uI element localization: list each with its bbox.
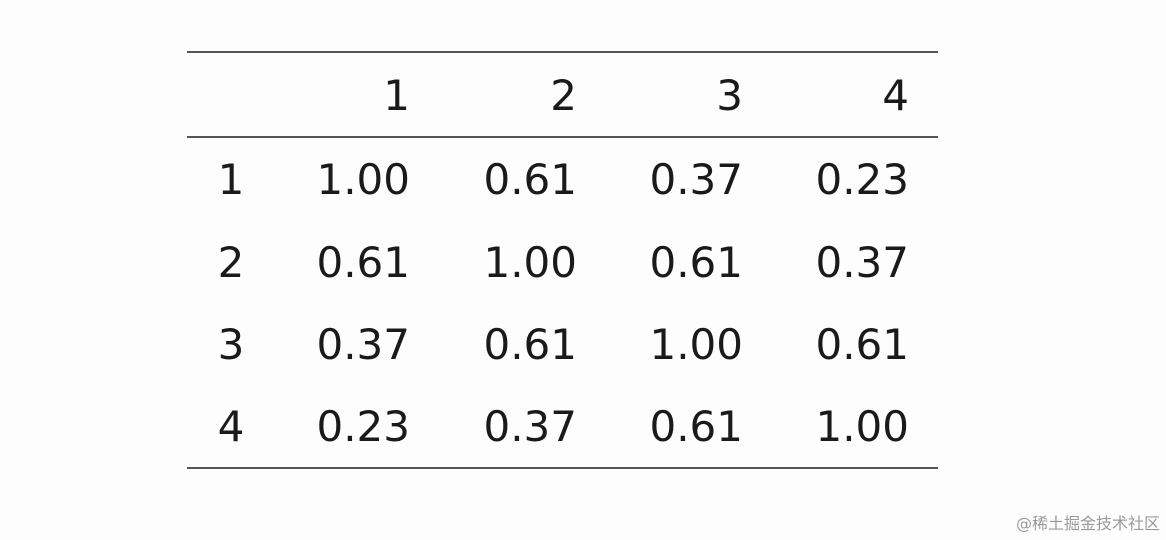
cell: 0.61 — [649, 238, 743, 287]
cell: 0.37 — [649, 155, 743, 204]
cell: 0.23 — [815, 155, 909, 204]
bottom-rule — [187, 467, 938, 469]
watermark: @稀土掘金技术社区 — [1015, 514, 1160, 533]
cell: 0.61 — [649, 402, 743, 451]
column-header: 1 — [383, 71, 410, 120]
cell: 0.37 — [483, 402, 577, 451]
header-rule — [187, 136, 938, 138]
cell: 1.00 — [649, 320, 743, 369]
cell: 0.61 — [815, 320, 909, 369]
cell: 1.00 — [815, 402, 909, 451]
row-header: 1 — [217, 155, 245, 204]
cell: 0.61 — [483, 155, 577, 204]
cell: 0.61 — [483, 320, 577, 369]
row-header: 4 — [217, 402, 245, 451]
column-header: 2 — [550, 71, 577, 120]
cell: 0.37 — [316, 320, 410, 369]
cell: 0.23 — [316, 402, 410, 451]
cell: 1.00 — [316, 155, 410, 204]
top-rule — [187, 51, 938, 53]
cell: 0.37 — [815, 238, 909, 287]
cell: 0.61 — [316, 238, 410, 287]
cell: 1.00 — [483, 238, 577, 287]
row-header: 3 — [217, 320, 245, 369]
column-header: 3 — [716, 71, 743, 120]
row-header: 2 — [217, 238, 245, 287]
column-header: 4 — [882, 71, 909, 120]
